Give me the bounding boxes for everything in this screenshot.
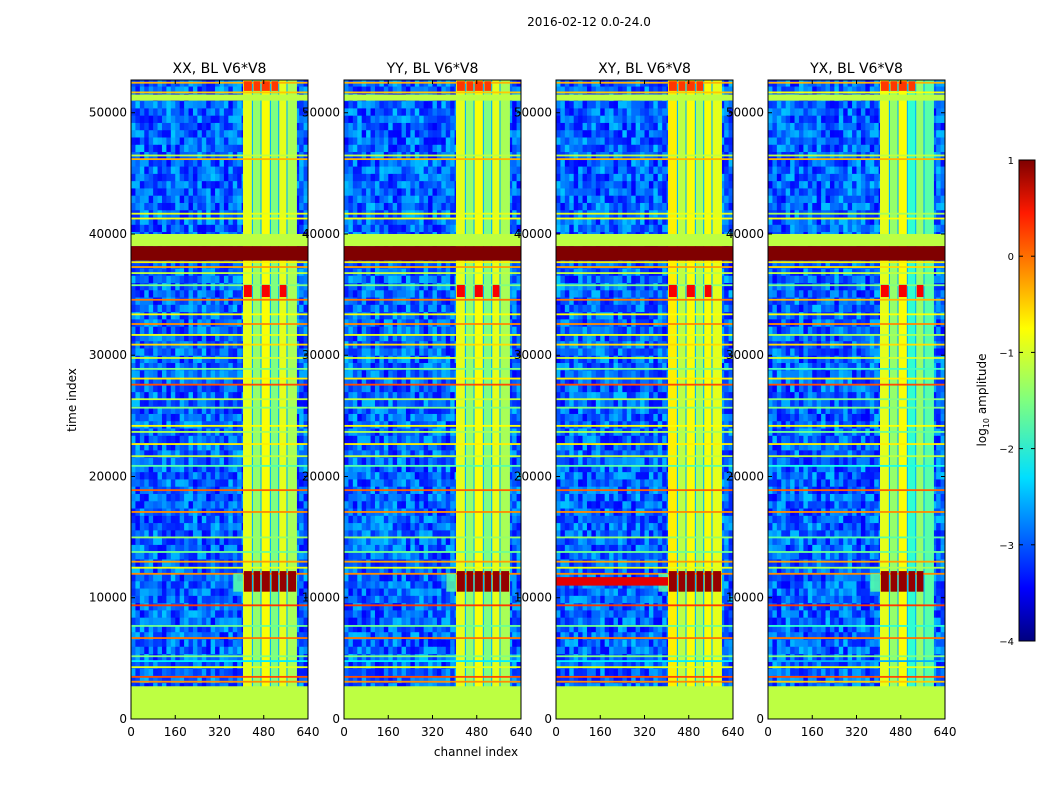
x-tick-label: 640 <box>297 725 320 739</box>
panel-yy: YY, BL V6*V8 0 160 320 480 640 0 10000 20000 3000… <box>302 61 533 739</box>
y-tick-label: 30000 <box>89 348 127 362</box>
x-tick-label: 480 <box>252 725 275 739</box>
x-tick-label: 320 <box>421 725 444 739</box>
y-tick-label: 20000 <box>514 469 552 483</box>
y-axis-label: time index <box>65 368 79 432</box>
figure-title: 2016-02-12 0.0-24.0 <box>527 15 651 29</box>
y-tick-label: 10000 <box>514 591 552 605</box>
y-tick-label: 30000 <box>514 348 552 362</box>
x-tick-label: 480 <box>677 725 700 739</box>
x-tick-label: 640 <box>722 725 745 739</box>
x-tick-label: 320 <box>845 725 868 739</box>
x-tick-label: 640 <box>510 725 533 739</box>
colorbar-tick-label: −3 <box>999 541 1014 552</box>
colorbar-ticks: 1 0 −1 −2 −3 −4 <box>999 156 1035 648</box>
y-tick-label: 40000 <box>89 227 127 241</box>
x-tick-label: 320 <box>208 725 231 739</box>
y-tick-label: 10000 <box>302 591 340 605</box>
x-tick-label: 160 <box>164 725 187 739</box>
y-tick-label: 50000 <box>514 106 552 120</box>
y-tick-label: 20000 <box>89 469 127 483</box>
heatmap-image <box>344 80 521 719</box>
colorbar-tick-label: −1 <box>999 348 1014 359</box>
panel-xy: XY, BL V6*V8 0 160 320 480 640 0 10000 20000 3000… <box>514 61 745 739</box>
colorbar-label-rest: amplitude <box>975 354 989 418</box>
colorbar-tick-label: 1 <box>1008 156 1014 167</box>
colorbar: 10−1−2−3−4 log10 amplitude <box>975 156 1036 648</box>
panel-title: YY, BL V6*V8 <box>386 61 479 77</box>
colorbar-tick-label: −4 <box>999 637 1014 648</box>
y-tick-label: 50000 <box>302 106 340 120</box>
x-tick-label: 480 <box>465 725 488 739</box>
y-tick-label: 30000 <box>302 348 340 362</box>
y-tick-label: 0 <box>332 712 340 726</box>
x-tick-label: 320 <box>633 725 656 739</box>
heatmap-image <box>556 80 733 719</box>
panel-title: YX, BL V6*V8 <box>809 61 903 77</box>
y-tick-label: 40000 <box>514 227 552 241</box>
panel-yx: YX, BL V6*V8 0 160 320 480 640 0 10000 20000 3000… <box>726 61 957 739</box>
panel-title: XY, BL V6*V8 <box>598 61 691 77</box>
heatmap-image <box>768 80 945 719</box>
x-tick-label: 160 <box>801 725 824 739</box>
panels: XX, BL V6*V8 0 160 320 480 640 0 10000 20000 3000… <box>89 61 957 739</box>
x-tick-label: 0 <box>340 725 348 739</box>
colorbar-label: log10 amplitude <box>975 354 991 447</box>
colorbar-gradient <box>1018 159 1036 642</box>
y-tick-label: 30000 <box>726 348 764 362</box>
y-tick-label: 20000 <box>302 469 340 483</box>
y-tick-label: 0 <box>119 712 127 726</box>
heatmap-image <box>131 80 308 719</box>
y-tick-label: 0 <box>544 712 552 726</box>
x-tick-label: 480 <box>889 725 912 739</box>
y-tick-label: 10000 <box>89 591 127 605</box>
y-tick-label: 20000 <box>726 469 764 483</box>
colorbar-tick-label: 0 <box>1008 252 1014 263</box>
colorbar-label-log: log <box>975 428 989 446</box>
colorbar-label-sub: 10 <box>982 418 991 428</box>
panel-title: XX, BL V6*V8 <box>173 61 267 77</box>
x-tick-label: 160 <box>377 725 400 739</box>
y-tick-label: 40000 <box>726 227 764 241</box>
x-tick-label: 160 <box>589 725 612 739</box>
x-tick-label: 0 <box>764 725 772 739</box>
y-tick-label: 0 <box>756 712 764 726</box>
y-tick-label: 10000 <box>726 591 764 605</box>
x-axis-label: channel index <box>434 745 518 759</box>
x-tick-label: 0 <box>127 725 135 739</box>
y-tick-label: 40000 <box>302 227 340 241</box>
panel-xx: XX, BL V6*V8 0 160 320 480 640 0 10000 20000 3000… <box>89 61 320 739</box>
y-tick-label: 50000 <box>726 106 764 120</box>
x-tick-label: 0 <box>552 725 560 739</box>
y-tick-label: 50000 <box>89 106 127 120</box>
x-tick-label: 640 <box>934 725 957 739</box>
colorbar-tick-label: −2 <box>999 445 1014 456</box>
